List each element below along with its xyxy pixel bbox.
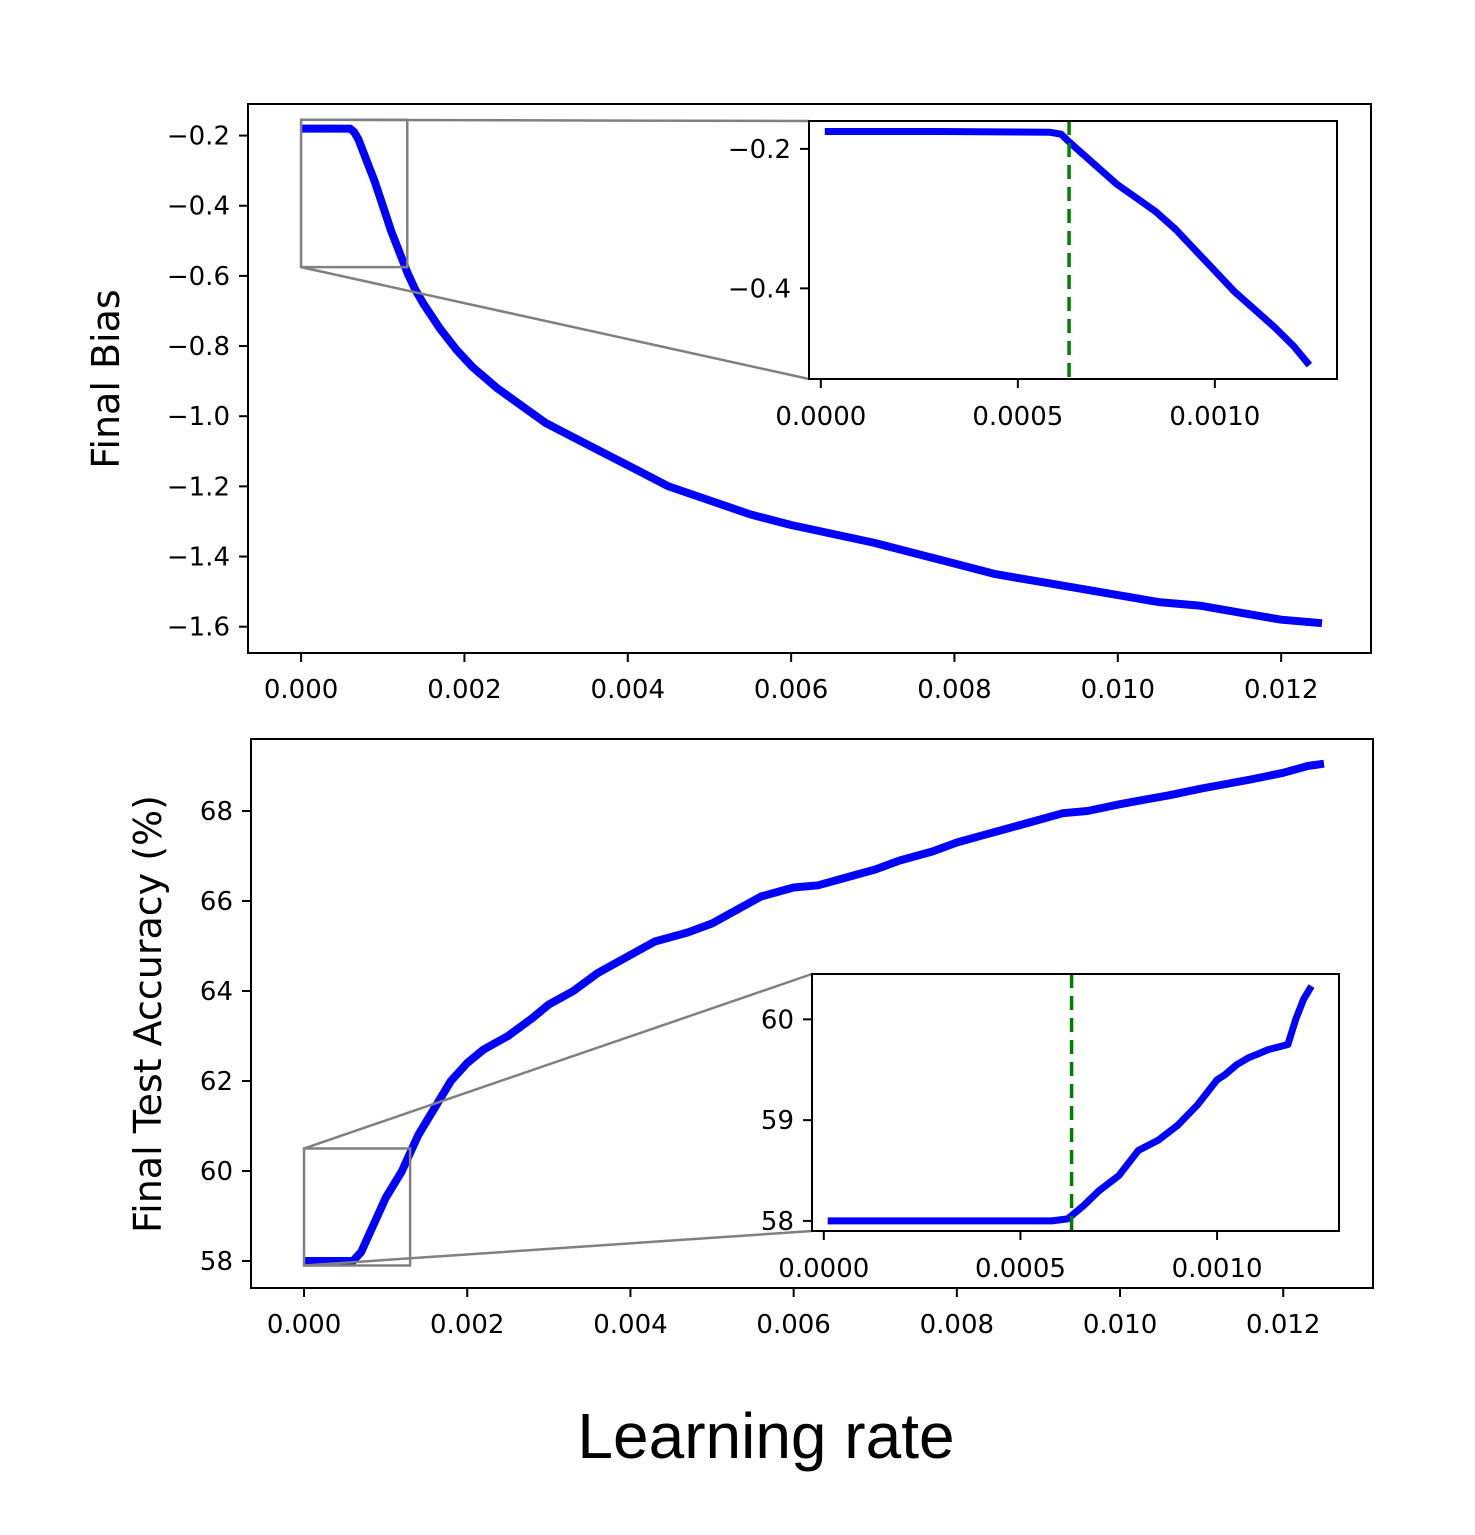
inset-frame [811,973,1340,1232]
inset-y-tick-label: 58 [761,1207,794,1237]
x-tick-label: 0.012 [1244,675,1318,705]
plot-frame [250,738,1374,1289]
x-tick-label: 0.008 [920,1310,994,1340]
y-tick-label: −0.8 [167,332,230,362]
inset-x-tick-label: 0.0000 [775,402,866,432]
x-tick-label: 0.010 [1081,675,1155,705]
x-tick-label: 0.004 [593,1310,667,1340]
x-tick-label: 0.006 [754,675,828,705]
y-tick-label: −0.2 [167,122,230,152]
y-tick-label: −0.6 [167,262,230,292]
plot-frame [247,103,1372,654]
figure-x-axis-label: Learning rate [577,1400,954,1472]
zoom-box [302,1147,412,1267]
y-tick-label: 64 [200,977,233,1007]
x-tick-label: 0.008 [917,675,991,705]
y-tick-label: −1.4 [167,543,230,573]
inset-background [809,121,1337,379]
y-tick-label: −0.4 [167,192,230,222]
y-tick-label: −1.6 [167,613,230,643]
inset-background [812,974,1339,1231]
bias-chart: 0.000 0.002 0.004 0.006 0.008 0.010 0.012 −0.2 −… [84,103,1372,705]
y-axis-label: Final Bias [84,289,128,468]
zoom-connector-top [301,118,810,123]
inset-x-tick-label: 0.0000 [778,1254,869,1284]
inset-y-tick-label: −0.2 [728,135,791,165]
inset-series-line [827,984,1315,1225]
inset-x-tick-label: 0.0010 [1172,1254,1263,1284]
inset-series-line [824,128,1313,368]
x-tick-label: 0.000 [267,1310,341,1340]
inset-y-tick-label: 59 [761,1106,794,1136]
inset-y-tick-label: −0.4 [728,274,791,304]
y-tick-label: 68 [200,797,233,827]
x-tick-label: 0.010 [1083,1310,1157,1340]
x-tick-label: 0.004 [591,675,665,705]
series-line [304,759,1325,1265]
y-tick-label: 60 [200,1157,233,1187]
y-axis-label: Final Test Accuracy (%) [126,795,170,1233]
inset-chart: 0.0000 0.0005 0.0010 58 59 60 [761,973,1340,1284]
inset-x-tick-label: 0.0005 [975,1254,1066,1284]
inset-y-tick-label: 60 [761,1005,794,1035]
y-tick-label: 66 [200,887,233,917]
x-tick-label: 0.000 [264,675,338,705]
inset-x-tick-label: 0.0005 [972,402,1063,432]
y-tick-label: −1.0 [167,402,230,432]
x-tick-label: 0.006 [756,1310,830,1340]
zoom-connector-top [303,972,813,1150]
y-tick-label: 58 [200,1247,233,1277]
y-tick-label: 62 [200,1067,233,1097]
series-line [301,124,1323,628]
x-tick-label: 0.002 [427,675,501,705]
inset-frame [808,120,1338,380]
inset-chart: 0.0000 0.0005 0.0010 −0.2 −0.4 [728,120,1338,432]
inset-x-tick-label: 0.0010 [1169,402,1260,432]
zoom-box [299,118,409,269]
y-tick-label: −1.2 [167,472,230,502]
zoom-connector-bottom [300,265,810,381]
x-tick-label: 0.002 [430,1310,504,1340]
accuracy-chart: 0.000 0.002 0.004 0.006 0.008 0.010 0.012 58 60 6… [126,738,1374,1340]
x-tick-label: 0.012 [1246,1310,1320,1340]
zoom-connector-bottom [303,1229,813,1267]
